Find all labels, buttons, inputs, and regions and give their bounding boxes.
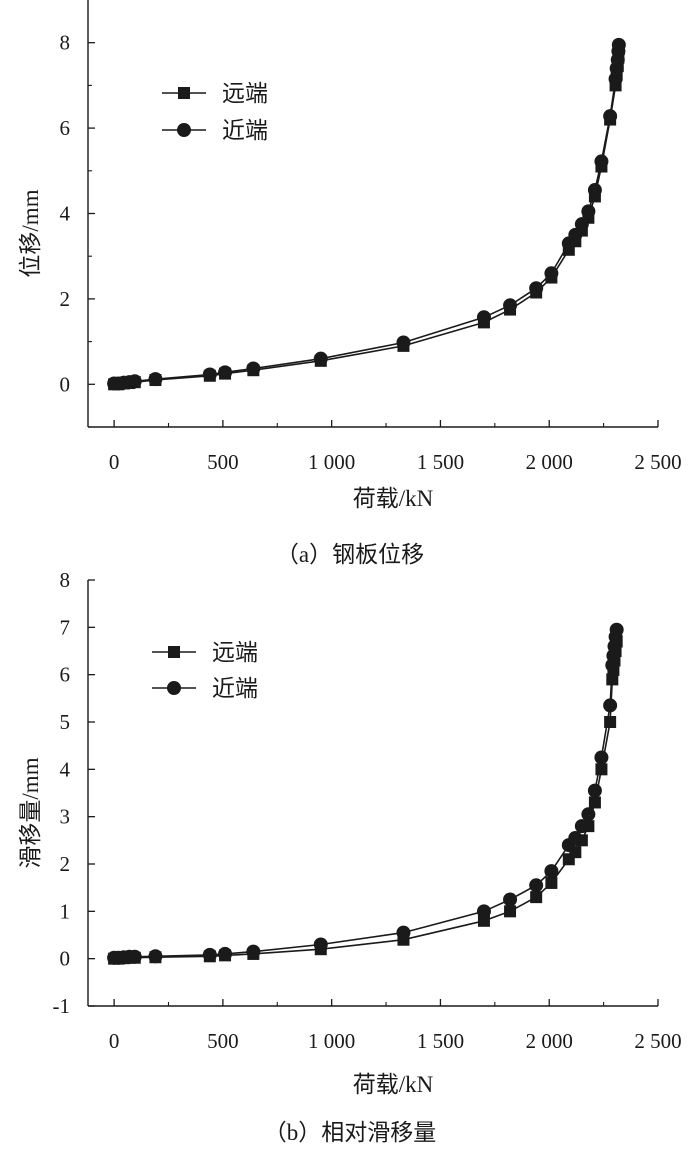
x-tick-label: 2 500 [634, 450, 681, 474]
y-tick-label: 7 [60, 615, 71, 639]
x-tick-label: 0 [109, 450, 120, 474]
legend-square-marker [168, 646, 180, 658]
x-tick-label: 0 [109, 1029, 120, 1053]
data-point [581, 807, 596, 822]
data-point [477, 914, 490, 927]
data-point [202, 367, 217, 382]
series-near-end [107, 622, 624, 965]
series-line [114, 641, 618, 960]
x-tick-label: 2 500 [634, 1029, 681, 1053]
data-point [594, 750, 609, 765]
data-point [581, 204, 596, 219]
data-point [476, 310, 491, 325]
data-point [544, 864, 559, 879]
x-tick-label: 1 500 [417, 450, 464, 474]
data-point [574, 217, 589, 232]
data-point [594, 154, 609, 169]
y-axis-title: 滑移量/mm [18, 757, 43, 868]
series-line [114, 629, 618, 959]
data-point [476, 904, 491, 919]
data-point [568, 830, 583, 845]
x-tick-label: 500 [207, 1029, 239, 1053]
x-axis-title: 荷载/kN [353, 1072, 434, 1097]
series-near-end [107, 37, 626, 391]
y-tick-label: 2 [60, 287, 71, 311]
y-tick-label: 8 [60, 568, 71, 592]
y-tick-label: 5 [60, 710, 71, 734]
legend-label: 近端 [222, 118, 268, 143]
y-tick-label: -1 [53, 994, 71, 1018]
data-point [587, 183, 602, 198]
y-tick-label: 3 [60, 805, 71, 829]
data-point [148, 949, 163, 964]
data-point [530, 891, 543, 904]
x-tick-label: 2 000 [526, 1029, 573, 1053]
data-point [545, 876, 558, 889]
y-tick-label: 4 [60, 757, 71, 781]
data-point [127, 374, 142, 389]
data-point [504, 905, 517, 918]
x-tick-label: 1 000 [308, 1029, 355, 1053]
y-tick-label: 1 [60, 899, 71, 923]
chart-caption: （b）相对滑移量 [264, 1120, 437, 1145]
data-point [595, 763, 608, 776]
y-tick-label: 0 [60, 372, 71, 396]
data-point [218, 946, 233, 961]
data-point [587, 783, 602, 798]
legend-circle-marker [167, 681, 181, 695]
data-point [609, 622, 624, 637]
y-tick-label: 6 [60, 116, 71, 140]
x-tick-label: 1 000 [308, 450, 355, 474]
data-point [503, 892, 518, 907]
data-point [603, 698, 618, 713]
y-tick-label: 8 [60, 31, 71, 55]
data-point [603, 109, 618, 124]
data-point [246, 361, 261, 376]
legend-label: 远端 [212, 640, 258, 665]
data-point [544, 266, 559, 281]
data-point [396, 335, 411, 350]
data-point [611, 37, 626, 52]
series-line [114, 49, 620, 386]
legend-label: 远端 [222, 81, 268, 106]
data-point [574, 819, 589, 834]
chart-caption: （a）钢板位移 [276, 542, 424, 567]
y-tick-label: 2 [60, 852, 71, 876]
data-point [503, 298, 518, 313]
data-point [608, 71, 623, 86]
x-axis-title: 荷载/kN [353, 486, 434, 511]
chart-panel-b: 0 500 1 000 1 500 2 000 2 500 -1 0 1 2 3 4 5 6 7 8 荷载/kN… [18, 568, 682, 1145]
x-tick-label: 2 000 [526, 450, 573, 474]
data-point [313, 937, 328, 952]
x-tick-label: 1 500 [417, 1029, 464, 1053]
chart-panel-a: 0 500 1 000 1 500 2 000 2 500 0 2 4 6 8 荷载/kN 位移/mm （… [18, 0, 682, 567]
data-point [246, 944, 261, 959]
legend-circle-marker [177, 123, 191, 137]
y-tick-label: 0 [60, 947, 71, 971]
series-far-end [108, 635, 623, 965]
data-point [148, 372, 163, 387]
data-point [396, 925, 411, 940]
legend-square-marker [178, 87, 190, 99]
data-point [568, 227, 583, 242]
data-point [529, 878, 544, 893]
data-point [529, 281, 544, 296]
data-point [313, 351, 328, 366]
data-point [127, 949, 142, 964]
y-axis-title: 位移/mm [18, 189, 43, 277]
legend-label: 近端 [212, 676, 258, 701]
y-tick-label: 6 [60, 663, 71, 687]
data-point [202, 947, 217, 962]
x-tick-label: 500 [207, 450, 239, 474]
y-tick-label: 4 [60, 202, 71, 226]
data-point [218, 365, 233, 380]
